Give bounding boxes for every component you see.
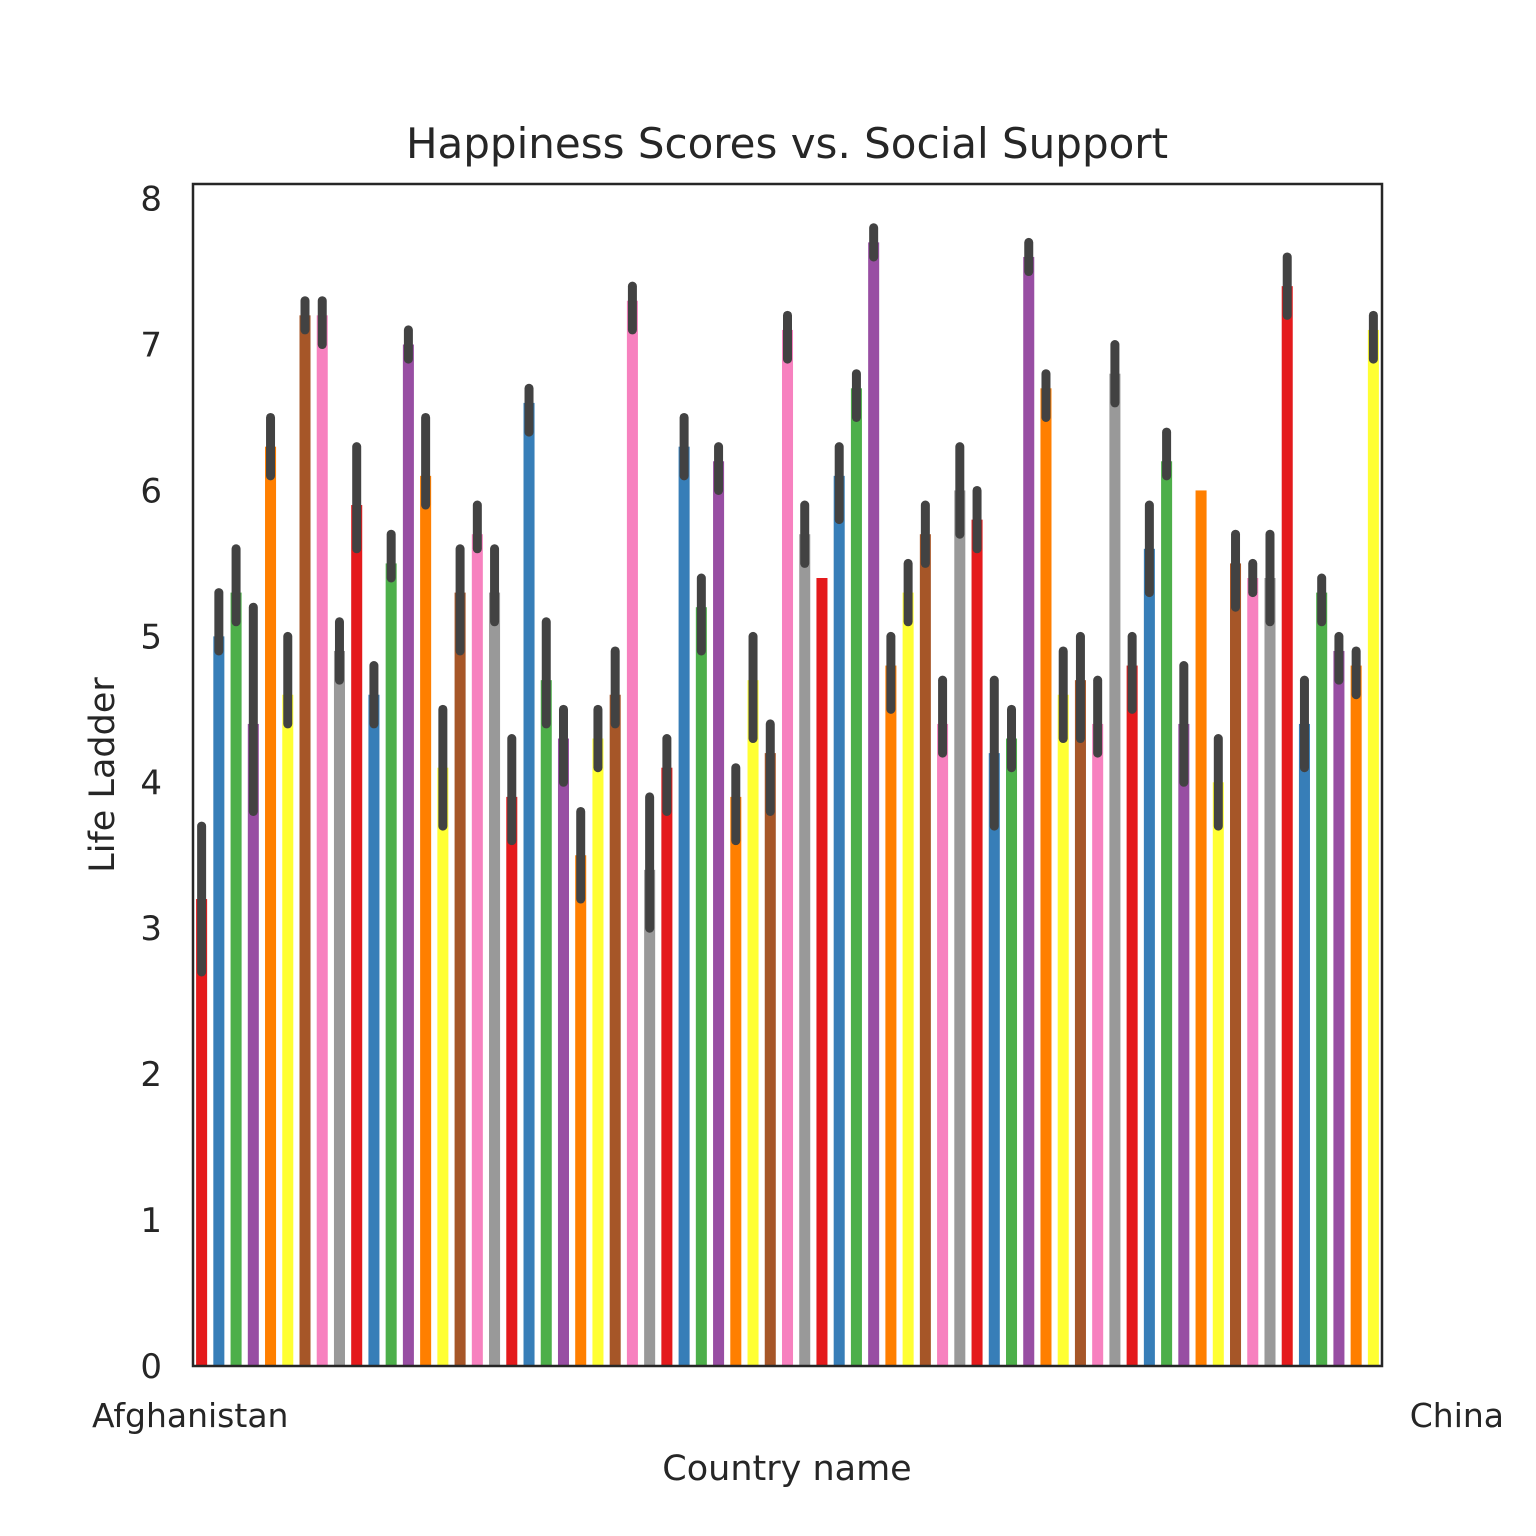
bar xyxy=(557,738,569,1366)
y-tick-label: 7 xyxy=(140,326,162,366)
bar xyxy=(1126,665,1138,1366)
bar xyxy=(1143,548,1155,1366)
chart-title: Happiness Scores vs. Social Support xyxy=(406,119,1168,168)
y-tick-label: 8 xyxy=(140,180,162,220)
bar xyxy=(678,446,690,1366)
bar xyxy=(799,534,811,1366)
bar xyxy=(592,738,604,1366)
bar xyxy=(1316,592,1328,1366)
bar xyxy=(764,753,776,1366)
y-axis-ticks: 0 1 2 3 4 5 6 7 8 xyxy=(140,180,162,1387)
bar xyxy=(850,388,862,1366)
bar xyxy=(971,519,983,1366)
bar xyxy=(333,650,345,1366)
bar xyxy=(489,592,501,1366)
bar xyxy=(506,796,518,1366)
bar xyxy=(471,534,483,1366)
bar xyxy=(402,344,414,1366)
bar xyxy=(1350,665,1362,1366)
bar xyxy=(954,490,966,1366)
bar xyxy=(1092,723,1104,1366)
y-tick-label: 2 xyxy=(140,1055,162,1095)
bar xyxy=(523,402,535,1366)
bar xyxy=(385,563,397,1366)
y-tick-label: 6 xyxy=(140,471,162,511)
bar xyxy=(540,680,552,1366)
bar xyxy=(833,475,845,1367)
bar xyxy=(713,461,725,1366)
bar xyxy=(1023,256,1035,1367)
error-bars-group xyxy=(197,223,1378,977)
bar xyxy=(1109,373,1121,1366)
bar xyxy=(1006,738,1018,1366)
bar xyxy=(1178,723,1190,1366)
bar xyxy=(919,534,931,1366)
bar xyxy=(351,505,363,1366)
y-tick-label: 3 xyxy=(140,909,162,949)
bar xyxy=(988,753,1000,1366)
bar xyxy=(316,315,328,1367)
bar xyxy=(644,869,656,1366)
bar xyxy=(1264,578,1276,1366)
bar xyxy=(1230,563,1242,1366)
bar xyxy=(1333,650,1345,1366)
bar xyxy=(1247,578,1259,1366)
bar xyxy=(868,242,880,1366)
bar xyxy=(885,665,897,1366)
bar xyxy=(1074,680,1086,1366)
bar xyxy=(937,723,949,1366)
y-tick-label: 4 xyxy=(140,763,162,803)
bar xyxy=(816,578,828,1366)
bar xyxy=(265,446,277,1366)
bar xyxy=(902,592,914,1366)
bar xyxy=(1298,723,1310,1366)
bar xyxy=(661,767,673,1366)
y-axis-label: Life Ladder xyxy=(83,677,123,873)
bar xyxy=(299,315,311,1367)
y-tick-label: 5 xyxy=(140,617,162,657)
bar xyxy=(781,329,794,1367)
x-axis-category-labels: Afghanistan China xyxy=(92,1396,1504,1435)
x-category-label: Afghanistan xyxy=(92,1396,288,1435)
bar xyxy=(575,855,587,1366)
x-axis-label: Country name xyxy=(662,1449,911,1489)
y-tick-label: 0 xyxy=(140,1347,162,1387)
bars-group xyxy=(196,242,1379,1367)
bar xyxy=(213,636,225,1366)
bar xyxy=(1212,782,1224,1366)
bar xyxy=(695,607,707,1366)
bar xyxy=(1367,329,1379,1367)
bar xyxy=(1281,286,1293,1366)
bar xyxy=(730,796,742,1366)
bar xyxy=(626,300,638,1366)
bar xyxy=(609,694,621,1366)
bar xyxy=(196,899,208,1366)
bar xyxy=(247,723,259,1366)
x-category-label: China xyxy=(1410,1396,1504,1435)
plot-frame xyxy=(191,182,1384,1368)
bar xyxy=(454,592,466,1366)
bar xyxy=(368,694,380,1366)
bar xyxy=(282,694,294,1366)
bar xyxy=(1057,694,1069,1366)
y-tick-label: 1 xyxy=(140,1201,162,1241)
bar xyxy=(1040,388,1052,1366)
bar xyxy=(1161,461,1173,1366)
bar xyxy=(230,592,242,1366)
bar xyxy=(420,475,432,1367)
bar xyxy=(1195,490,1207,1366)
bar xyxy=(747,680,759,1366)
bar xyxy=(437,767,449,1366)
